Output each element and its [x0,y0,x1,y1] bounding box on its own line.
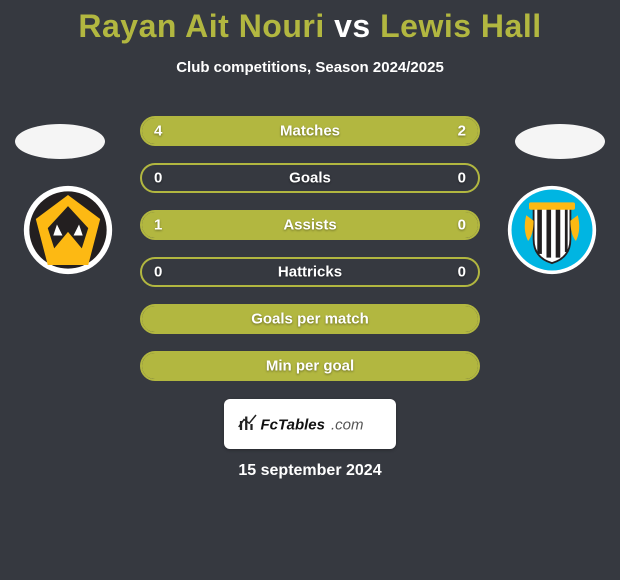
fctables-logo-icon: FcTables .com [235,410,385,438]
club-left-badge [22,184,114,276]
content-area: 42Matches 00Goals 10Assists 00Hattricks Goal… [0,106,620,486]
bar-label: Matches [142,123,478,140]
bar-label: Hattricks [142,264,478,281]
player2-avatar [515,124,605,159]
svg-text:FcTables: FcTables [261,416,325,433]
stat-bar-row: Goals per match [140,304,480,334]
comparison-title: Rayan Ait Nouri vs Lewis Hall [0,0,620,45]
brand-box: FcTables .com [224,399,396,449]
wolves-icon [22,184,114,276]
stat-bar-row: 10Assists [140,210,480,240]
bar-label: Min per goal [142,358,478,375]
stat-bar-row: 00Hattricks [140,257,480,287]
svg-text:.com: .com [331,416,364,433]
bar-label: Goals [142,170,478,187]
subtitle: Club competitions, Season 2024/2025 [0,59,620,76]
vs-text: vs [334,8,371,44]
bar-label: Goals per match [142,311,478,328]
stat-bar-row: Min per goal [140,351,480,381]
club-right-badge [506,184,598,276]
stats-bars: 42Matches 00Goals 10Assists 00Hattricks Goal… [140,116,480,398]
bar-label: Assists [142,217,478,234]
stat-bar-row: 00Goals [140,163,480,193]
stat-bar-row: 42Matches [140,116,480,146]
comparison-date: 15 september 2024 [0,462,620,480]
newcastle-icon [506,184,598,276]
player1-name: Rayan Ait Nouri [78,8,324,44]
player1-avatar [15,124,105,159]
player2-name: Lewis Hall [380,8,542,44]
